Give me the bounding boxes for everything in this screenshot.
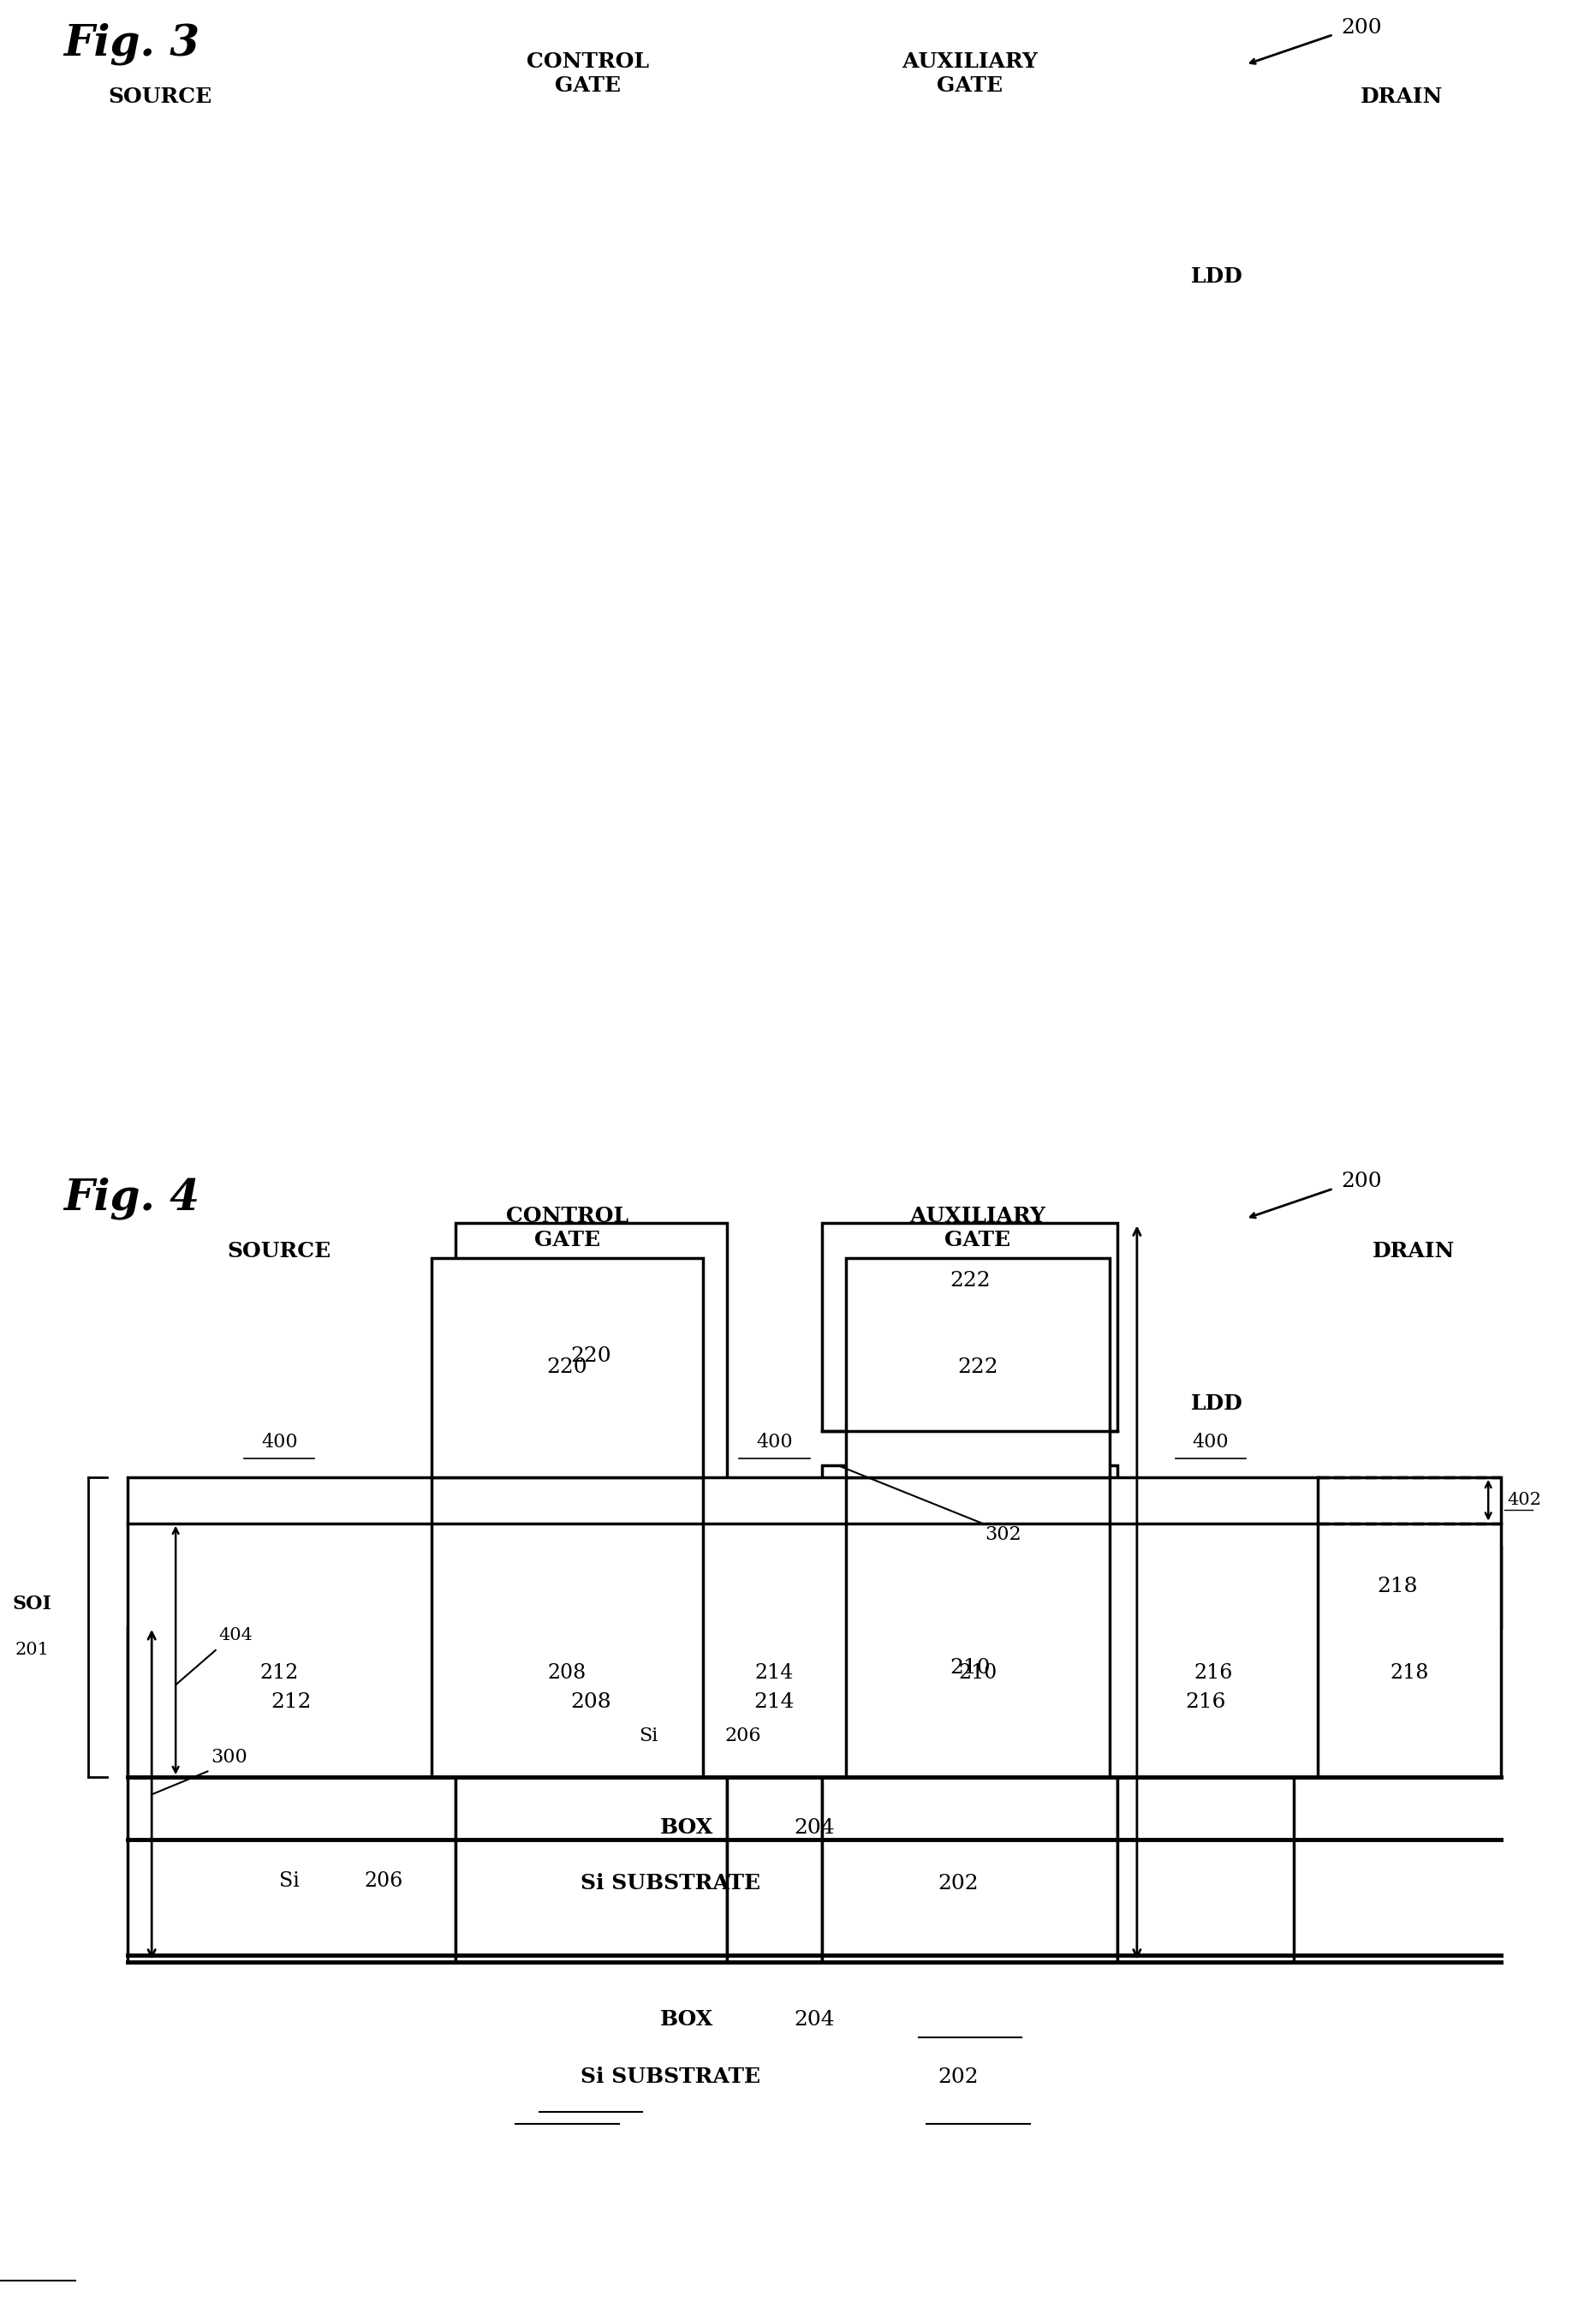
Text: 212: 212: [260, 1664, 298, 1683]
Text: 210: 210: [958, 1664, 998, 1683]
Text: 222: 222: [950, 1272, 990, 1290]
Text: 216: 216: [1194, 1664, 1232, 1683]
Text: 300: 300: [211, 1747, 247, 1768]
Bar: [822, 1223, 1117, 1431]
Text: LDD: LDD: [1191, 268, 1242, 286]
Text: BOX: BOX: [659, 1819, 713, 1837]
Text: 204: 204: [793, 1819, 835, 1837]
Text: 206: 206: [725, 1726, 760, 1745]
Bar: [822, 1466, 1117, 1962]
Text: 400: 400: [262, 1433, 297, 1452]
Text: 220: 220: [546, 1357, 587, 1378]
Text: Si: Si: [279, 1872, 300, 1890]
Text: 200: 200: [1341, 18, 1382, 37]
Text: AUXILIARY
GATE: AUXILIARY GATE: [900, 51, 1037, 97]
Text: 400: 400: [757, 1433, 792, 1452]
Text: 222: 222: [958, 1357, 998, 1378]
Text: 402: 402: [1507, 1491, 1540, 1509]
Text: SOURCE: SOURCE: [109, 88, 211, 106]
Text: SOI: SOI: [13, 1595, 51, 1613]
Bar: [846, 1258, 1109, 1477]
Text: 214: 214: [753, 1692, 795, 1713]
Text: SOURCE: SOURCE: [228, 1242, 330, 1260]
Text: 206: 206: [364, 1872, 402, 1890]
Text: 404: 404: [219, 1627, 252, 1643]
Bar: [726, 1627, 822, 1962]
Text: 200: 200: [1341, 1172, 1382, 1191]
Text: 400: 400: [1192, 1433, 1227, 1452]
Text: Si SUBSTRATE: Si SUBSTRATE: [581, 2068, 760, 2086]
Text: Fig. 4: Fig. 4: [64, 1177, 200, 1219]
Text: 302: 302: [985, 1526, 1021, 1544]
Text: 212: 212: [271, 1692, 311, 1713]
Text: Si: Si: [638, 1726, 658, 1745]
Bar: [455, 1223, 726, 1627]
Text: CONTROL
GATE: CONTROL GATE: [527, 51, 648, 97]
Text: 202: 202: [937, 1874, 978, 1893]
Text: 218: 218: [1376, 1576, 1417, 1597]
Text: Si SUBSTRATE: Si SUBSTRATE: [581, 1874, 760, 1893]
Text: 218: 218: [1389, 1664, 1428, 1683]
Bar: [128, 1477, 1500, 1777]
Bar: [431, 1258, 702, 1477]
Text: CONTROL
GATE: CONTROL GATE: [506, 1205, 627, 1251]
Text: 208: 208: [570, 1692, 611, 1713]
Bar: [1117, 1627, 1293, 1962]
Text: AUXILIARY
GATE: AUXILIARY GATE: [908, 1205, 1045, 1251]
Text: DRAIN: DRAIN: [1371, 1242, 1454, 1260]
Bar: [128, 1627, 455, 1962]
Text: 214: 214: [755, 1664, 793, 1683]
Bar: [455, 1627, 726, 1962]
Text: 220: 220: [570, 1346, 611, 1366]
Text: 202: 202: [937, 2068, 978, 2086]
Text: 208: 208: [547, 1664, 586, 1683]
Bar: [1293, 1546, 1500, 1627]
Text: 210: 210: [950, 1657, 990, 1678]
Text: Fig. 3: Fig. 3: [64, 23, 200, 65]
Text: 204: 204: [793, 2010, 835, 2029]
Text: 201: 201: [14, 1641, 49, 1659]
Text: 216: 216: [1184, 1692, 1226, 1713]
Text: DRAIN: DRAIN: [1360, 88, 1443, 106]
Text: BOX: BOX: [659, 2010, 713, 2029]
Text: LDD: LDD: [1191, 1394, 1242, 1412]
